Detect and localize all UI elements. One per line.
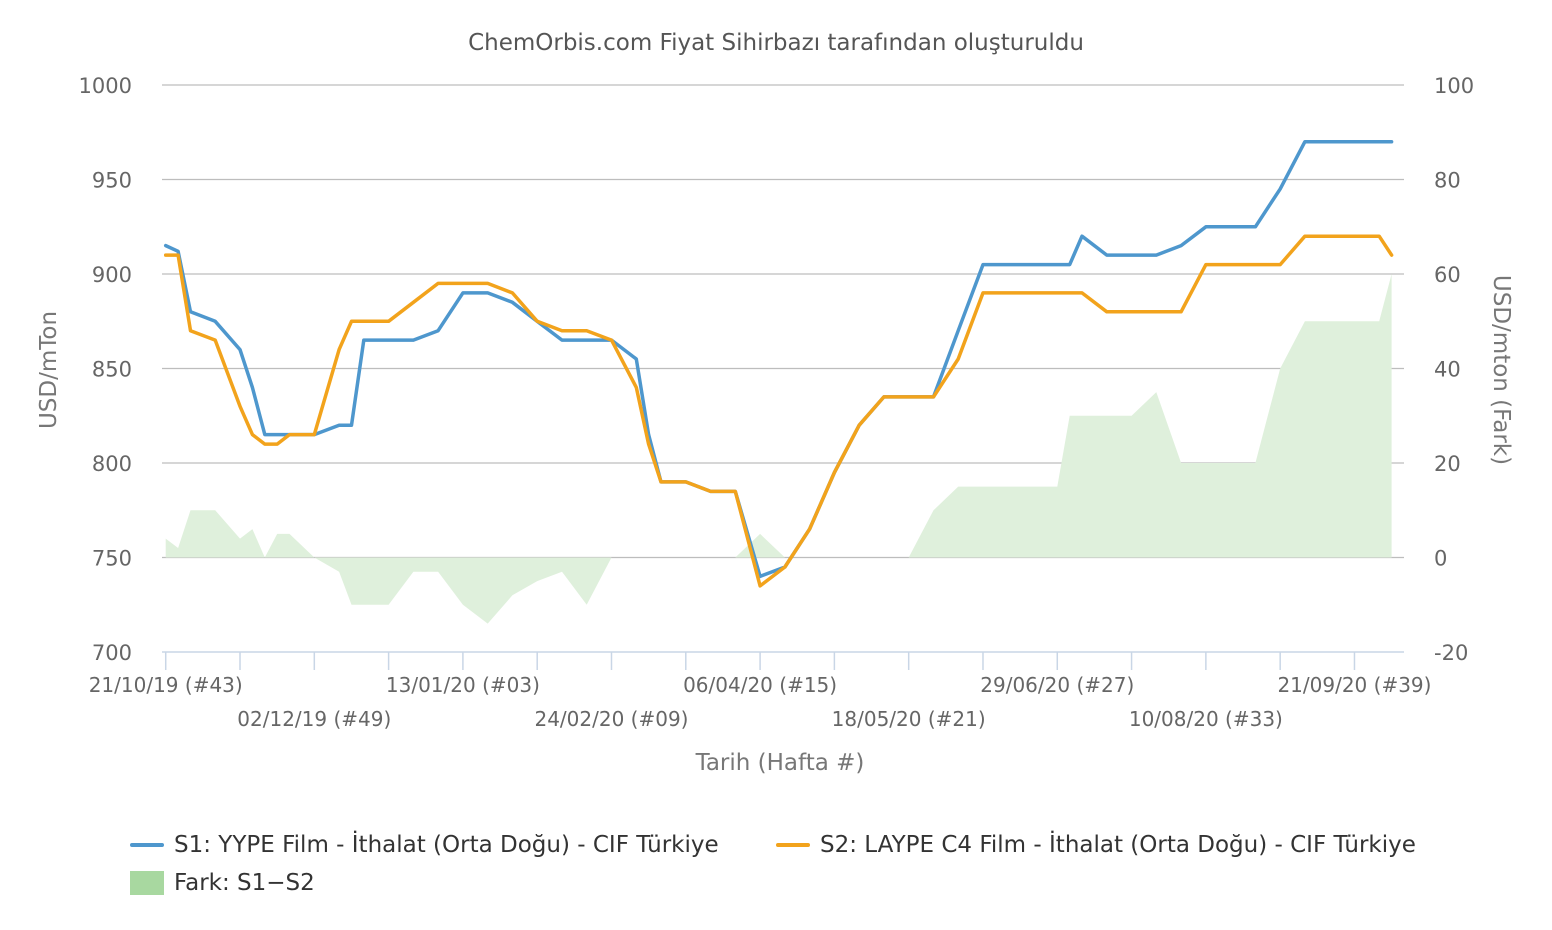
x-axis-label: Tarih (Hafta #)	[695, 750, 865, 776]
y-tick-label: 800	[92, 452, 132, 476]
x-tick-label: 21/09/20 (#39)	[1277, 673, 1431, 697]
series-line-s2	[163, 234, 1394, 588]
y-tick-label: 700	[92, 641, 132, 665]
price-chart: ChemOrbis.com Fiyat Sihirbazı tarafından…	[36, 30, 1514, 776]
legend-swatch-s1	[130, 843, 164, 847]
x-tick-label: 18/05/20 (#21)	[832, 707, 986, 731]
legend-swatch-fark	[130, 871, 164, 895]
x-tick-label: 29/06/20 (#27)	[980, 673, 1134, 697]
x-tick-label: 02/12/19 (#49)	[237, 707, 391, 731]
y2-tick-label: 60	[1434, 263, 1461, 287]
legend-label-s1: S1: YYPE Film - İthalat (Orta Doğu) - CI…	[174, 832, 719, 858]
legend-label-fark: Fark: S1−S2	[174, 870, 315, 896]
y2-tick-label: 40	[1434, 358, 1461, 382]
y2-axis-label: USD/mton (Fark)	[1488, 275, 1514, 465]
legend-item-s2[interactable]: S2: LAYPE C4 Film - İthalat (Orta Doğu) …	[776, 832, 1416, 858]
legend-swatch-s2	[776, 843, 810, 847]
x-tick-label: 21/10/19 (#43)	[89, 673, 243, 697]
y2-tick-label: -20	[1434, 641, 1468, 665]
legend-item-s1[interactable]: S1: YYPE Film - İthalat (Orta Doğu) - CI…	[130, 832, 719, 858]
y-tick-label: 900	[92, 263, 132, 287]
y-axis-label: USD/mTon	[36, 311, 62, 429]
x-tick-label: 06/04/20 (#15)	[683, 673, 837, 697]
y-tick-label: 850	[92, 358, 132, 382]
y2-tick-label: 100	[1434, 74, 1474, 98]
legend-label-s2: S2: LAYPE C4 Film - İthalat (Orta Doğu) …	[820, 832, 1416, 858]
chart-title: ChemOrbis.com Fiyat Sihirbazı tarafından…	[468, 30, 1084, 56]
x-tick-label: 13/01/20 (#03)	[386, 673, 540, 697]
legend-item-fark[interactable]: Fark: S1−S2	[130, 870, 315, 896]
y2-tick-label: 20	[1434, 452, 1461, 476]
y-tick-label: 1000	[79, 74, 132, 98]
x-tick-label: 24/02/20 (#09)	[534, 707, 688, 731]
price-lines-layer	[163, 139, 1394, 588]
y2-tick-label: 80	[1434, 169, 1461, 193]
y-tick-label: 950	[92, 169, 132, 193]
axes: 700 750 800 850 900 950 1000 -20 0 20 40 60 80 100 21/…	[79, 74, 1475, 731]
difference-area-layer	[165, 274, 1392, 624]
y2-tick-label: 0	[1434, 547, 1447, 571]
x-tick-label: 10/08/20 (#33)	[1129, 707, 1283, 731]
difference-area	[165, 274, 1392, 624]
y-tick-label: 750	[92, 547, 132, 571]
